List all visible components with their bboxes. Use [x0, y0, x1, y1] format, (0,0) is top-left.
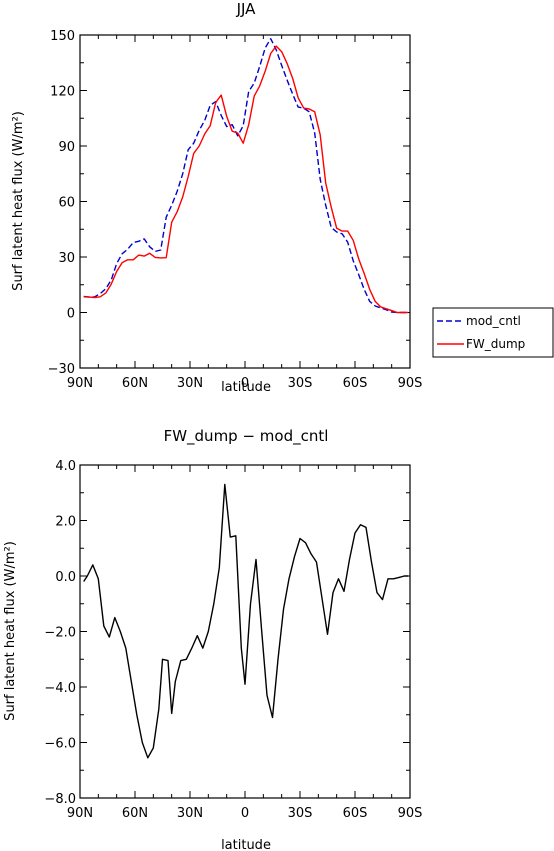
top-series-lines — [83, 38, 409, 314]
bottom-panel: FW_dump − mod_cntl 90N 60N 30N 0 30S 60S 90S −8… — [3, 427, 422, 851]
legend: mod_cntl FW_dump — [432, 307, 554, 358]
bottom-x-tick-label: 60S — [343, 806, 368, 821]
bottom-y-tick-label: −4.0 — [44, 681, 76, 696]
top-y-axis-label: Surf latent heat flux (W/m²) — [11, 111, 26, 291]
bottom-x-tick-label: 0 — [241, 806, 249, 821]
bottom-x-tick-label: 30S — [288, 806, 313, 821]
bottom-plot-frame — [79, 464, 411, 799]
top-x-tick-label: 60N — [122, 376, 148, 391]
bottom-x-tick-label: 60N — [122, 806, 148, 821]
top-y-tick-label: −30 — [48, 362, 75, 377]
bottom-x-tick-label: 30N — [177, 806, 203, 821]
legend-box — [432, 307, 554, 358]
legend-label-mod-cntl: mod_cntl — [466, 314, 521, 328]
top-x-tick-label: 90N — [67, 376, 93, 391]
top-x-tick-label: 0 — [241, 376, 249, 391]
bottom-y-tick-label: −2.0 — [44, 626, 76, 641]
top-panel: JJA 90N 60N 30N 0 30S 60S 90S−300306090120150 … — [11, 0, 422, 395]
bottom-x-axis-label: latitude — [221, 838, 271, 851]
bottom-x-tick-label: 90N — [67, 806, 93, 821]
top-x-axis-label: latitude — [221, 380, 271, 395]
top-axis-ticks: 90N 60N 30N 0 30S 60S 90S −30 0 30 60 90 120 150 — [48, 29, 423, 391]
top-series-line-1 — [83, 45, 409, 314]
top-y-tick-label: 60 — [58, 196, 75, 211]
bottom-y-tick-label: 4.0 — [55, 459, 76, 474]
top-series-line-0 — [83, 38, 409, 314]
legend-label-fw-dump: FW_dump — [466, 337, 525, 351]
bottom-y-axis-label: Surf latent heat flux (W/m²) — [3, 541, 18, 721]
bottom-axis-ticks: 90N 60N 30N 0 30S 60S 90S −8.0 −6.0 −4.0 −2.0 0.0 2.… — [44, 459, 422, 821]
bottom-y-tick-label: 2.0 — [55, 515, 76, 530]
bottom-y-tick-label: −8.0 — [44, 792, 76, 807]
top-plot-frame — [79, 34, 411, 369]
top-y-tick-label: 90 — [58, 140, 75, 155]
top-x-tick-label: 60S — [343, 376, 368, 391]
bottom-y-tick-label: −6.0 — [44, 737, 76, 752]
top-x-tick-label: 30S — [288, 376, 313, 391]
bottom-series-line-0 — [83, 483, 409, 759]
top-y-tick-label: 120 — [50, 85, 75, 100]
top-x-tick-label: 90S — [398, 376, 423, 391]
bottom-chart-title: FW_dump − mod_cntl — [164, 427, 329, 446]
top-y-tick-label: 150 — [50, 29, 75, 44]
bottom-x-tick-label: 90S — [398, 806, 423, 821]
bottom-y-tick-label: 0.0 — [55, 570, 76, 585]
top-y-tick-label: 0 — [67, 307, 75, 322]
top-x-tick-label: 30N — [177, 376, 203, 391]
top-chart-title: JJA — [236, 0, 257, 18]
bottom-series-lines — [83, 483, 409, 759]
top-y-tick-label: 30 — [58, 251, 75, 266]
